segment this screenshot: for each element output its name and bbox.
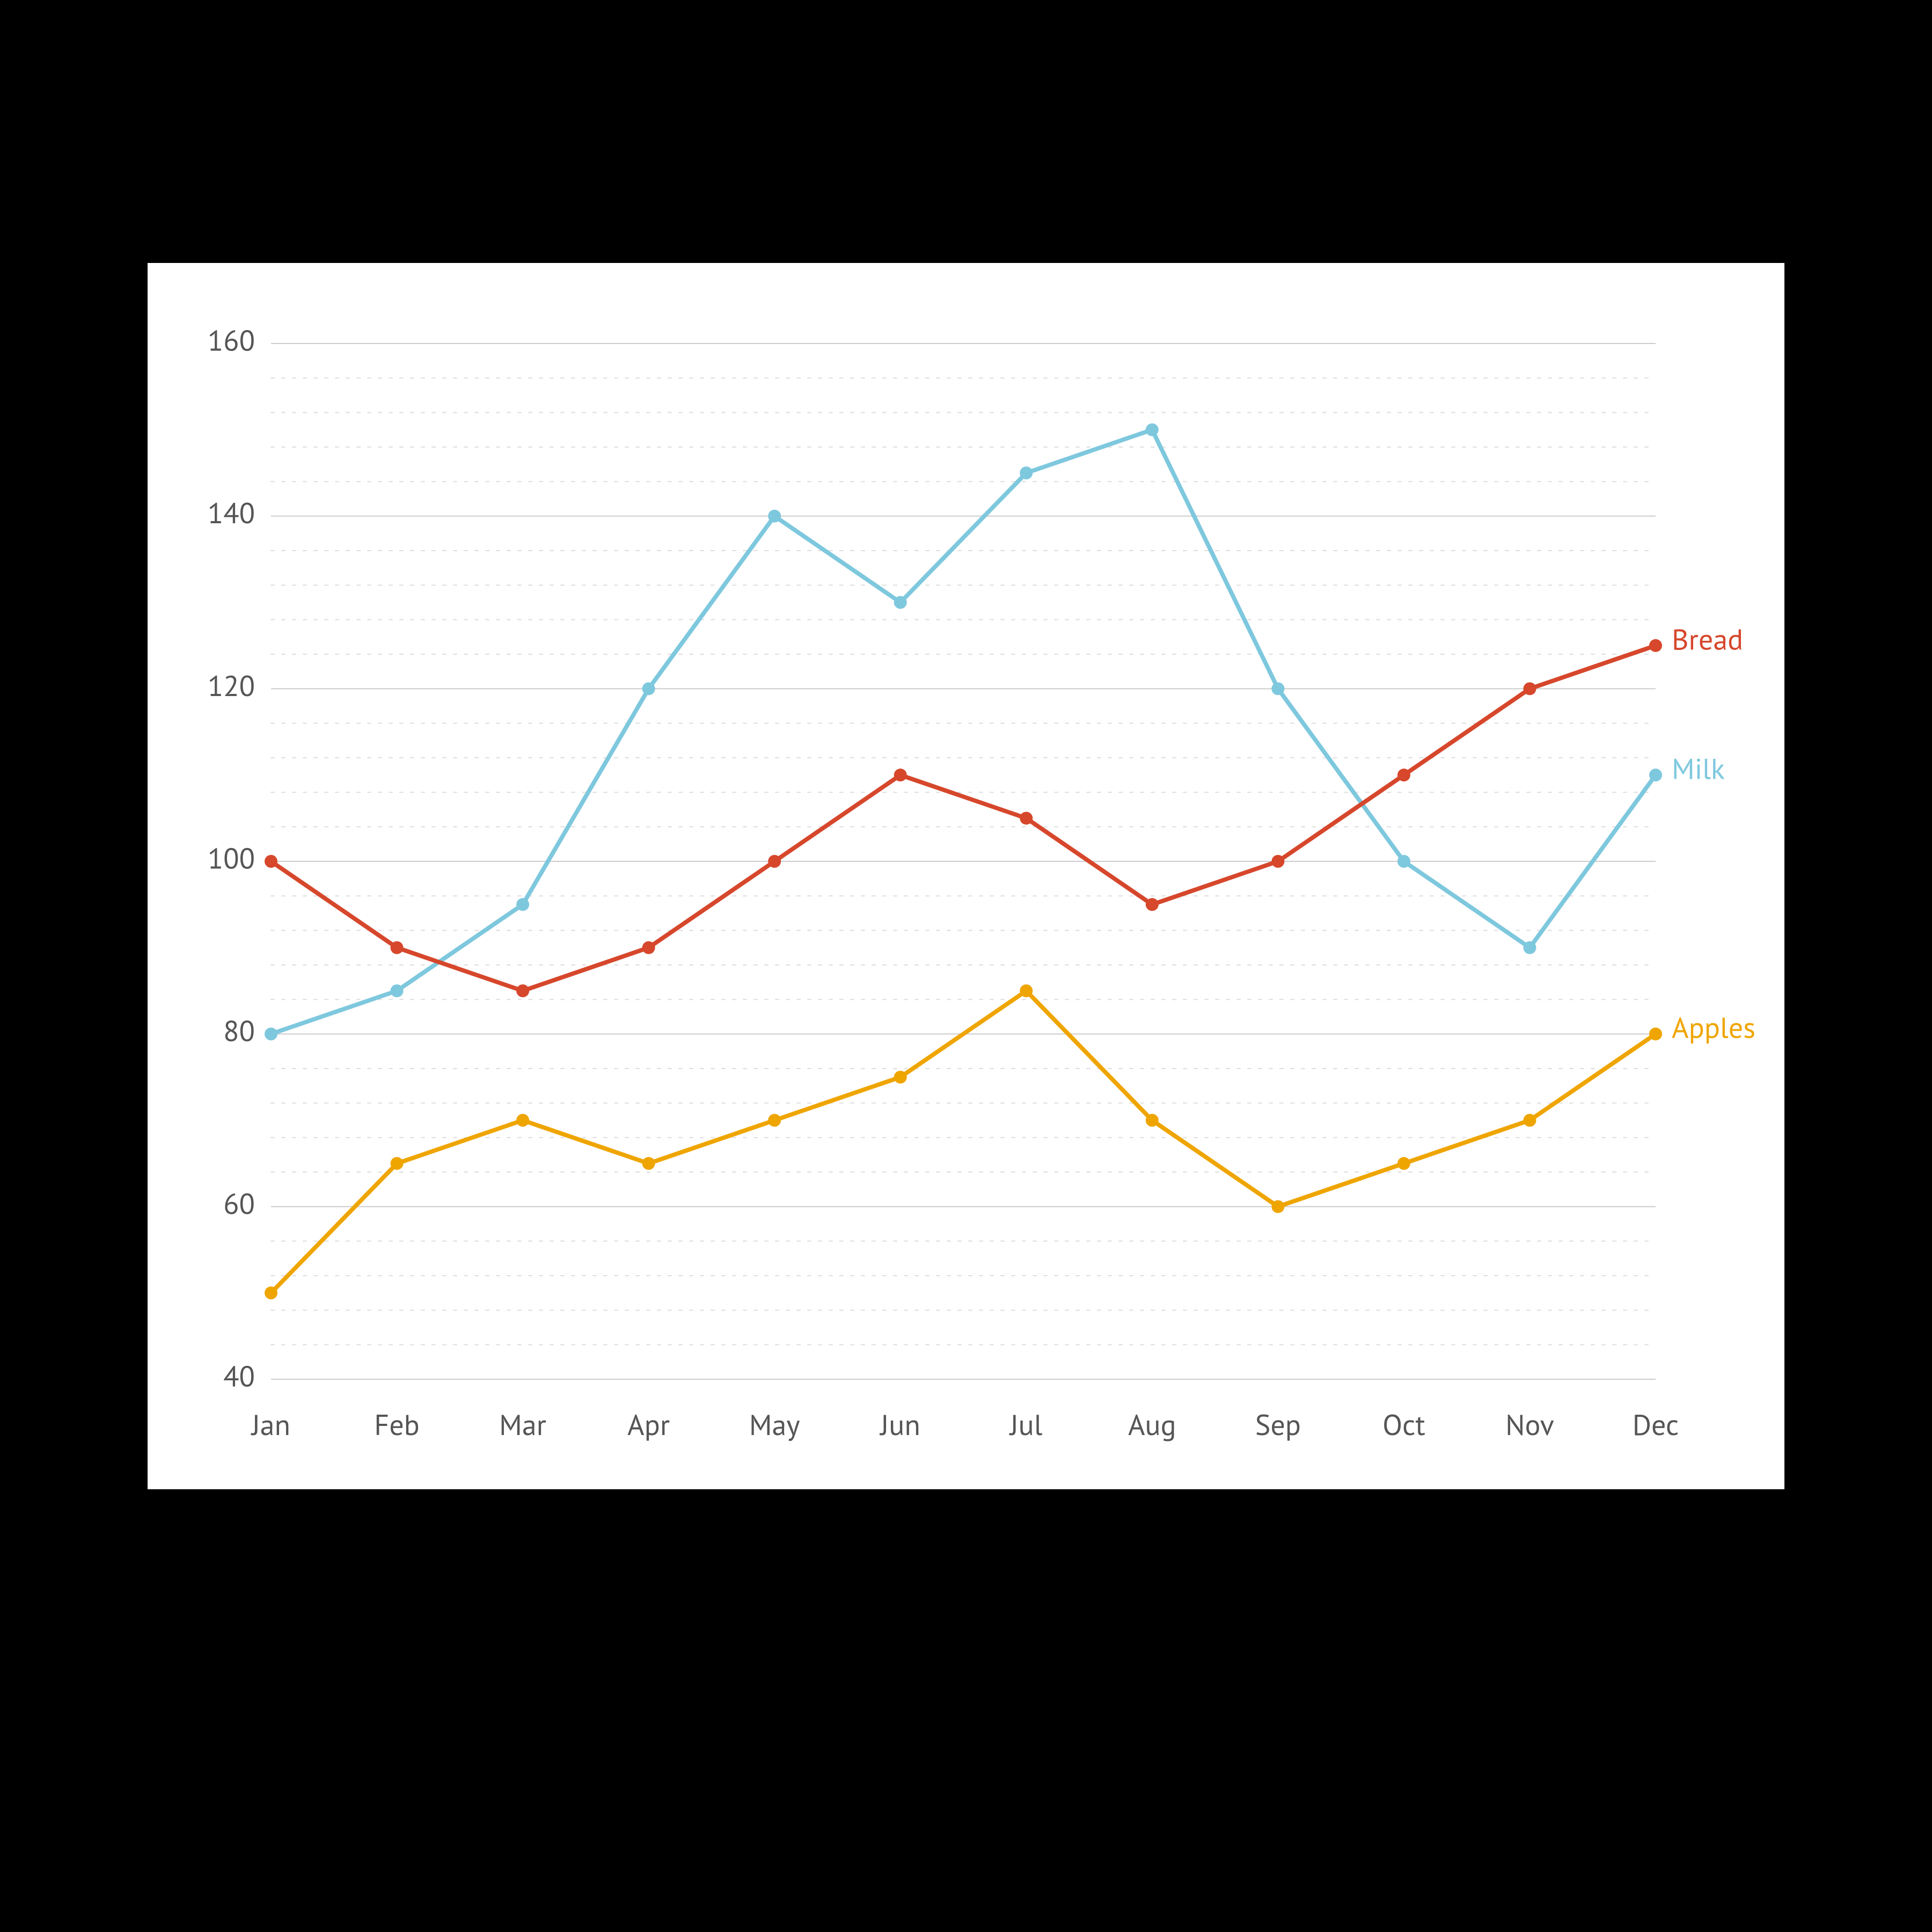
series-marker-bread <box>391 941 404 954</box>
x-axis: Jan Feb Mar Apr May Jun Jul Aug Sep Oct Nov Dec <box>251 1406 1679 1443</box>
x-tick-label: Aug <box>1128 1406 1176 1443</box>
series-marker-apples <box>1020 984 1033 997</box>
x-tick-label: Mar <box>499 1406 546 1443</box>
series-marker-apples <box>391 1157 404 1170</box>
series-marker-milk <box>1523 941 1536 954</box>
series-marker-apples <box>1523 1114 1536 1127</box>
series-marker-milk <box>768 510 781 523</box>
series-marker-apples <box>1649 1028 1662 1041</box>
series-line-apples <box>271 991 1656 1293</box>
series-marker-apples <box>642 1157 655 1170</box>
y-axis: 40 60 80 100 120 140 160 <box>208 321 255 1395</box>
x-tick-label: Sep <box>1255 1406 1301 1443</box>
stage: 40 60 80 100 120 140 160 Jan Feb Mar Apr May Jun Jul A… <box>0 0 1932 1932</box>
x-tick-label: Nov <box>1505 1406 1554 1443</box>
series-marker-bread <box>1523 682 1536 695</box>
gridlines <box>271 343 1656 1379</box>
y-tick-label: 140 <box>208 494 255 531</box>
series-marker-bread <box>894 769 907 781</box>
series-marker-bread <box>516 984 529 997</box>
series-marker-milk <box>1649 769 1662 781</box>
y-tick-label: 80 <box>223 1012 255 1049</box>
y-tick-label: 60 <box>223 1184 255 1222</box>
x-tick-label: May <box>749 1406 800 1443</box>
series-marker-milk <box>391 984 404 997</box>
y-tick-label: 40 <box>223 1357 255 1395</box>
y-tick-label: 160 <box>208 321 255 359</box>
x-tick-label: Jul <box>1009 1406 1043 1443</box>
series-label-apples: Apples <box>1672 1008 1755 1046</box>
series-marker-bread <box>265 855 277 868</box>
series-marker-bread <box>1649 639 1662 652</box>
series-marker-milk <box>1146 423 1159 436</box>
x-tick-label: Jan <box>251 1406 290 1443</box>
x-tick-label: Jun <box>880 1406 920 1443</box>
series-marker-bread <box>1146 898 1159 911</box>
series-marker-apples <box>516 1114 529 1127</box>
y-tick-label: 100 <box>208 839 255 877</box>
series-marker-apples <box>768 1114 781 1127</box>
series-line-bread <box>271 646 1656 991</box>
chart-card: 40 60 80 100 120 140 160 Jan Feb Mar Apr May Jun Jul A… <box>148 263 1784 1489</box>
line-chart: 40 60 80 100 120 140 160 Jan Feb Mar Apr May Jun Jul A… <box>148 263 1784 1489</box>
series-marker-milk <box>265 1028 277 1041</box>
x-tick-label: Apr <box>627 1406 670 1443</box>
series-marker-milk <box>1020 466 1033 479</box>
series-marker-apples <box>1271 1200 1284 1213</box>
series-label-bread: Bread <box>1672 620 1743 657</box>
series-marker-bread <box>1271 855 1284 868</box>
series-marker-bread <box>1397 769 1410 781</box>
series-marker-apples <box>894 1071 907 1084</box>
series-marker-bread <box>1020 812 1033 825</box>
series-marker-bread <box>642 941 655 954</box>
x-tick-label: Oct <box>1382 1406 1425 1443</box>
series-marker-apples <box>265 1286 277 1299</box>
series-marker-milk <box>894 596 907 609</box>
y-tick-label: 120 <box>208 667 255 704</box>
series-marker-bread <box>768 855 781 868</box>
series-label-milk: Milk <box>1672 750 1725 787</box>
series-marker-milk <box>516 898 529 911</box>
series-marker-apples <box>1146 1114 1159 1127</box>
x-tick-label: Feb <box>374 1406 420 1443</box>
series-line-milk <box>271 430 1656 1034</box>
series-marker-milk <box>1397 855 1410 868</box>
series-marker-milk <box>642 682 655 695</box>
series-marker-apples <box>1397 1157 1410 1170</box>
x-tick-label: Dec <box>1633 1406 1679 1443</box>
series-marker-milk <box>1271 682 1284 695</box>
